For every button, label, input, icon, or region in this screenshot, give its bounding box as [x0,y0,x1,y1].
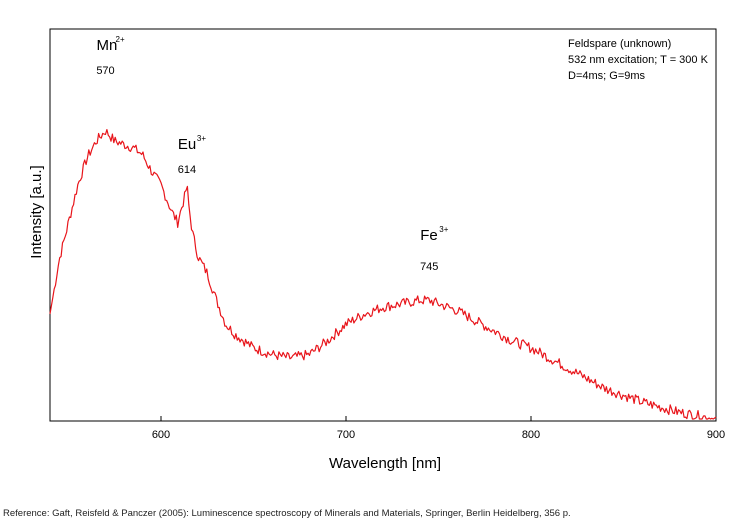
peak-ion-mn: Mn [97,37,118,54]
x-tick-label-900: 900 [707,429,725,441]
peak-charge-eu: 3+ [197,134,206,143]
peak-wavelength-745: 745 [420,261,438,273]
info-line-excitation: 532 nm excitation; T = 300 K [568,54,709,66]
plot-frame [49,28,717,422]
info-line-sample: Feldspare (unknown) [568,38,671,50]
x-tick-label-800: 800 [522,429,540,441]
x-tick-label-700: 700 [337,429,355,441]
x-axis-ticks: 600 700 800 900 [152,416,725,441]
peak-charge-fe: 3+ [439,225,448,234]
peak-wavelength-614: 614 [178,164,196,176]
y-axis-title: Intensity [a.u.] [28,165,45,258]
peak-ion-eu: Eu [178,136,196,153]
peak-ion-fe: Fe [420,227,438,244]
x-axis-title: Wavelength [nm] [329,455,441,472]
info-line-delay-gate: D=4ms; G=9ms [568,70,646,82]
peak-wavelength-570: 570 [96,65,114,77]
spectrum-line [49,129,717,420]
x-tick-label-600: 600 [152,429,170,441]
reference-citation: Reference: Gaft, Reisfeld & Panczer (200… [3,508,571,519]
peak-charge-mn: 2+ [116,35,125,44]
